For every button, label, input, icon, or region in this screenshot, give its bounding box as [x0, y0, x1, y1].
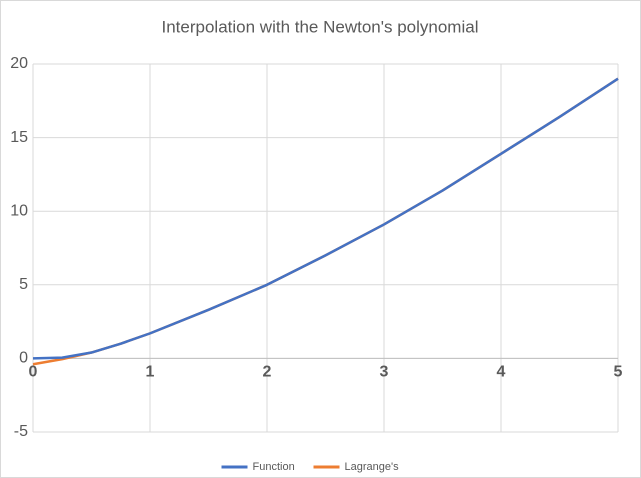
- y-tick-label: 20: [10, 55, 28, 72]
- x-tick-label: 1: [146, 364, 155, 381]
- x-tick-label: 0: [29, 364, 38, 381]
- y-tick-label: 10: [10, 202, 28, 219]
- x-tick-label: 4: [497, 364, 506, 381]
- series-line: [32, 77, 619, 360]
- x-tick-label: 5: [614, 364, 623, 381]
- x-tick-label: 2: [263, 364, 272, 381]
- y-tick-label: 5: [19, 276, 28, 293]
- chart-title: Interpolation with the Newton's polynomi…: [162, 17, 479, 36]
- legend-label: Function: [253, 461, 295, 473]
- y-tick-label: -5: [14, 423, 28, 440]
- y-tick-label: 0: [19, 350, 28, 367]
- x-tick-label: 3: [380, 364, 389, 381]
- y-tick-label: 15: [10, 129, 28, 146]
- legend-label: Lagrange's: [345, 461, 400, 473]
